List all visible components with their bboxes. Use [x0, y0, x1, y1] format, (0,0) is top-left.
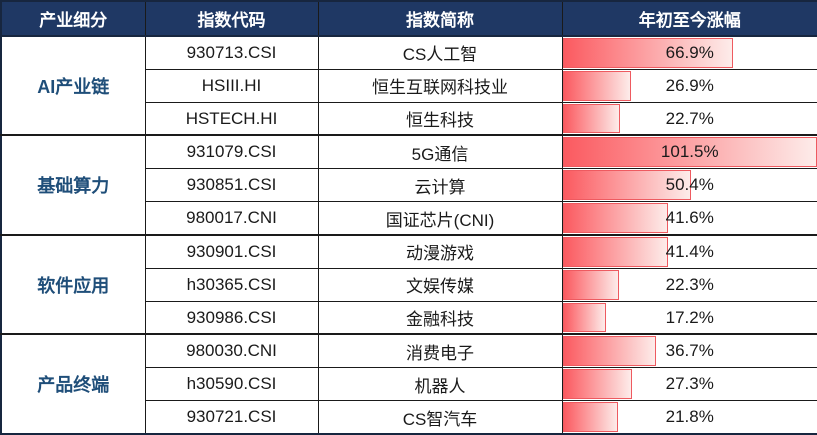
index-code: h30365.CSI — [144, 267, 319, 302]
data-bar — [563, 170, 691, 201]
header-segment: 产业细分 — [0, 0, 146, 37]
data-bar — [563, 236, 668, 267]
index-name: CS智汽车 — [317, 400, 563, 435]
index-code: 930713.CSI — [144, 34, 319, 70]
index-name: 恒生科技 — [317, 101, 563, 136]
data-bar — [563, 402, 618, 432]
index-name: 恒生互联网科技业 — [317, 68, 563, 103]
change-cell: 50.4% — [561, 168, 817, 203]
index-code: HSTECH.HI — [144, 101, 319, 136]
header-name: 指数简称 — [317, 0, 563, 37]
data-bar — [563, 269, 620, 300]
index-name: 消费电子 — [317, 333, 563, 369]
index-code: 930721.CSI — [144, 400, 319, 435]
table-row: 软件应用 930901.CSI 动漫游戏 41.4% — [0, 233, 817, 335]
index-name: 金融科技 — [317, 300, 563, 335]
index-name: 动漫游戏 — [317, 233, 563, 269]
table-row: AI产业链 930713.CSI CS人工智 66.9% — [0, 34, 817, 136]
data-bar — [563, 103, 621, 134]
table-row: 产品终端 980030.CNI 消费电子 36.7% — [0, 333, 817, 435]
change-value: 17.2% — [665, 307, 714, 327]
change-value: 22.7% — [665, 108, 714, 128]
table-row: h30365.CSI 文娱传媒 22.3% — [1, 267, 817, 302]
data-bar — [563, 38, 733, 68]
data-bar — [563, 70, 631, 101]
change-value: 26.9% — [665, 75, 714, 95]
change-cell: 101.5% — [561, 134, 817, 170]
index-code: 930901.CSI — [144, 233, 319, 269]
change-value: 36.7% — [665, 341, 714, 361]
data-bar — [563, 336, 656, 367]
change-value: 101.5% — [660, 142, 719, 162]
data-bar — [563, 137, 817, 168]
index-name: 国证芯片(CNI) — [317, 201, 563, 236]
change-value: 21.8% — [665, 407, 714, 427]
change-cell: 27.3% — [561, 367, 817, 402]
group-label-ai: AI产业链 — [0, 34, 146, 136]
change-cell: 26.9% — [561, 68, 817, 103]
change-value: 41.4% — [665, 241, 714, 261]
index-code: 930986.CSI — [144, 300, 319, 335]
table-row: 930986.CSI 金融科技 17.2% — [1, 300, 817, 335]
index-code: HSIII.HI — [144, 68, 319, 103]
change-cell: 21.8% — [561, 400, 817, 435]
change-cell: 41.4% — [561, 233, 817, 269]
change-cell: 41.6% — [561, 201, 817, 236]
data-bar — [563, 369, 632, 400]
index-code: 930851.CSI — [144, 168, 319, 203]
change-value: 22.3% — [665, 274, 714, 294]
index-code: h30590.CSI — [144, 367, 319, 402]
change-value: 27.3% — [665, 374, 714, 394]
change-cell: 22.7% — [561, 101, 817, 136]
group-label-terminal: 产品终端 — [0, 333, 146, 435]
index-name: 云计算 — [317, 168, 563, 203]
group-label-software: 软件应用 — [0, 233, 146, 335]
data-bar — [563, 203, 669, 233]
change-value: 50.4% — [665, 175, 714, 195]
index-code: 980030.CNI — [144, 333, 319, 369]
change-value: 41.6% — [665, 208, 714, 228]
index-name: 5G通信 — [317, 134, 563, 170]
data-bar — [563, 302, 607, 333]
index-name: 机器人 — [317, 367, 563, 402]
group-label-computing: 基础算力 — [0, 134, 146, 236]
index-name: 文娱传媒 — [317, 267, 563, 302]
table-row: h30590.CSI 机器人 27.3% — [1, 367, 817, 402]
table-row: 980017.CNI 国证芯片(CNI) 41.6% — [1, 201, 817, 236]
table-row: 930851.CSI 云计算 50.4% — [1, 168, 817, 203]
index-code: 980017.CNI — [144, 201, 319, 236]
index-code: 931079.CSI — [144, 134, 319, 170]
table-row: 930721.CSI CS智汽车 21.8% — [1, 400, 817, 435]
change-value: 66.9% — [665, 42, 714, 62]
header-code: 指数代码 — [144, 0, 319, 37]
change-cell: 36.7% — [561, 333, 817, 369]
change-cell: 22.3% — [561, 267, 817, 302]
header-row: 产业细分 指数代码 指数简称 年初至今涨幅 — [0, 0, 817, 37]
change-cell: 17.2% — [561, 300, 817, 335]
change-cell: 66.9% — [561, 34, 817, 70]
header-change: 年初至今涨幅 — [561, 0, 817, 37]
table-row: 基础算力 931079.CSI 5G通信 101.5% — [0, 134, 817, 236]
index-name: CS人工智 — [317, 34, 563, 70]
